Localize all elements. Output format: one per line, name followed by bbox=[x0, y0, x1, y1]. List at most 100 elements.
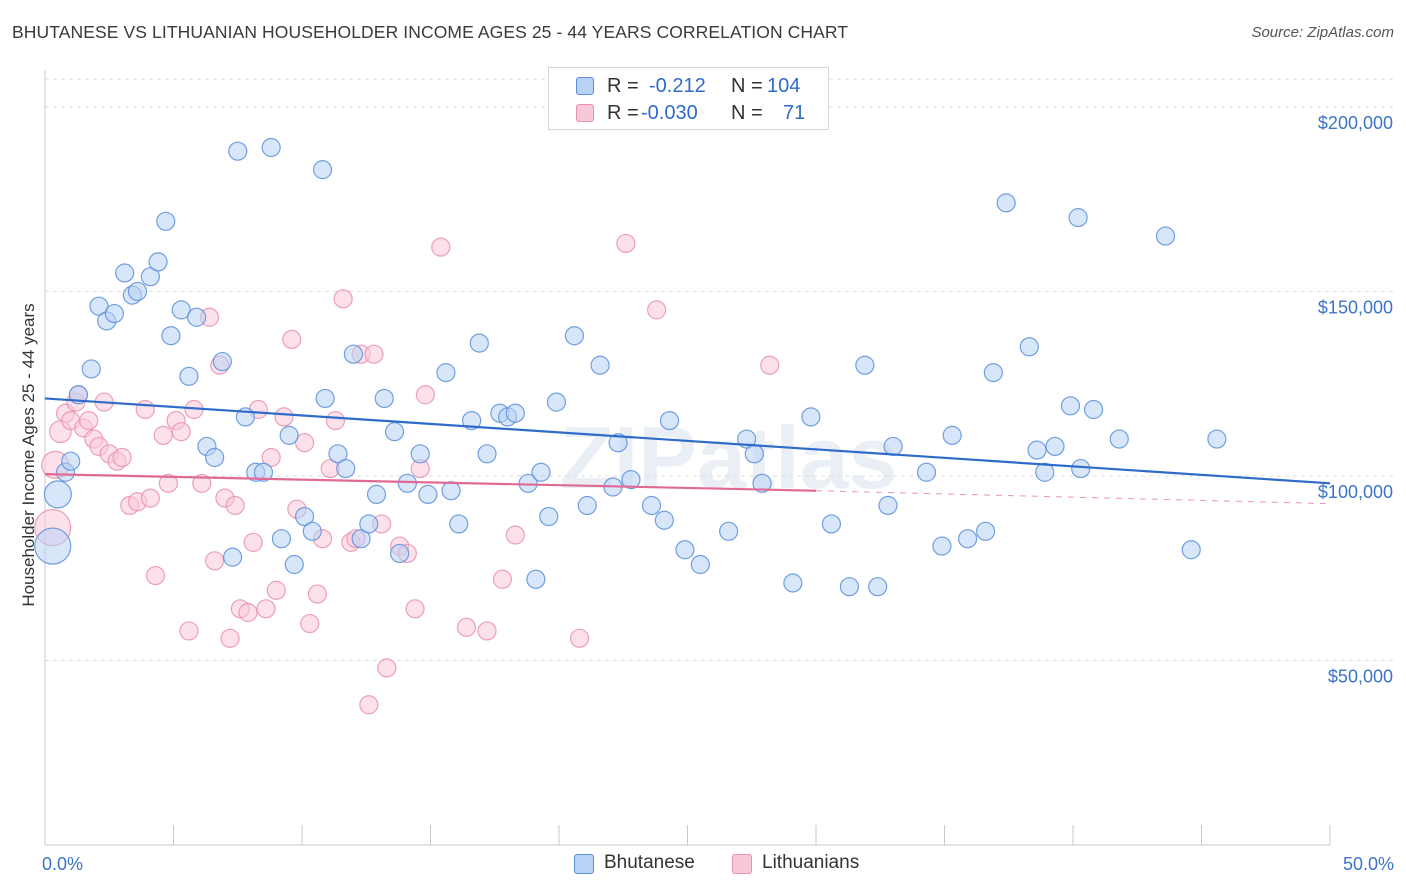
bhutanese-point bbox=[546, 392, 567, 412]
bhutanese-point bbox=[449, 514, 469, 534]
bhutanese-point bbox=[366, 484, 387, 505]
bhutanese-point bbox=[996, 193, 1016, 213]
bhutanese-point bbox=[43, 480, 72, 509]
bhutanese-point bbox=[1045, 436, 1065, 457]
bhutanese-point bbox=[577, 495, 597, 516]
y-axis-label: Householder Income Ages 25 - 44 years bbox=[19, 303, 38, 606]
bhutanese-point bbox=[1019, 337, 1039, 357]
bhutanese-point bbox=[89, 296, 109, 316]
bhutanese-point bbox=[61, 451, 81, 471]
bhutanese-point bbox=[302, 521, 322, 541]
trend-lines bbox=[44, 397, 1331, 505]
bhutanese-point bbox=[942, 425, 962, 445]
bhutanese-point bbox=[171, 300, 191, 320]
bhutanese-points bbox=[34, 137, 1227, 597]
lithuanians-point bbox=[158, 473, 178, 493]
bhutanese-point bbox=[1071, 458, 1091, 479]
lithuanians-point bbox=[153, 425, 173, 445]
lithuanians-point bbox=[140, 488, 160, 508]
bhutanese-point bbox=[374, 388, 394, 409]
gridlines bbox=[45, 78, 1394, 661]
lithuanians-point bbox=[333, 289, 353, 309]
bhutanese-point bbox=[1068, 208, 1088, 228]
bhutanese-point bbox=[1035, 462, 1055, 482]
bhutanese-point bbox=[641, 495, 662, 516]
bhutanese-point bbox=[983, 363, 1003, 383]
bhutanese-point bbox=[621, 470, 641, 490]
lithuanians-point bbox=[135, 399, 155, 420]
bhutanese-point bbox=[1027, 440, 1047, 460]
lithuanians-point bbox=[192, 473, 212, 493]
bhutanese-point bbox=[654, 510, 674, 530]
lithuanians-point bbox=[205, 551, 225, 571]
lithuanians-point bbox=[238, 602, 258, 623]
correlation-legend: R = -0.212 N = 104 R = -0.030 N = 71 bbox=[548, 67, 829, 130]
bhutanese-point bbox=[878, 495, 898, 516]
bhutanese-point bbox=[976, 521, 996, 541]
lithuanians-trend-line bbox=[44, 473, 817, 492]
legend-row-bhutanese: R = -0.212 N = 104 bbox=[549, 74, 828, 100]
bhutanese-point bbox=[148, 252, 168, 272]
bhutanese-point bbox=[284, 554, 304, 575]
bhutanese-point bbox=[104, 303, 124, 324]
bhutanese-point bbox=[81, 359, 101, 379]
bhutanese-point bbox=[690, 554, 710, 575]
bhutanese-point bbox=[418, 484, 438, 505]
bhutanese-point bbox=[539, 506, 559, 527]
lithuanians-point bbox=[364, 344, 384, 364]
bhutanese-point bbox=[1083, 399, 1104, 420]
bhutanese-point bbox=[390, 543, 410, 564]
lithuanians-point bbox=[171, 422, 191, 442]
pink-swatch bbox=[576, 104, 594, 122]
bhutanese-point bbox=[1181, 540, 1201, 560]
chart-title: BHUTANESE VS LITHUANIAN HOUSEHOLDER INCO… bbox=[12, 22, 849, 42]
bhutanese-point bbox=[1207, 429, 1227, 449]
bhutanese-point bbox=[127, 281, 148, 302]
lithuanians-point bbox=[256, 599, 276, 619]
bhutanese-point bbox=[916, 462, 937, 482]
bhutanese-point bbox=[1060, 396, 1081, 416]
lithuanians-point bbox=[294, 433, 315, 453]
bhutanese-point bbox=[359, 514, 379, 534]
bhutanese-point bbox=[801, 407, 821, 427]
bhutanese-point bbox=[315, 388, 335, 409]
bhutanese-point bbox=[279, 425, 299, 445]
r-value: -0.212 bbox=[649, 75, 706, 97]
blue-swatch bbox=[574, 854, 594, 874]
bhutanese-point bbox=[531, 462, 551, 482]
bhutanese-point bbox=[477, 444, 497, 464]
bhutanese-point bbox=[883, 436, 903, 457]
lithuanians-trend-extension bbox=[815, 490, 1331, 505]
bhutanese-point bbox=[1155, 226, 1176, 246]
lithuanians-point bbox=[274, 407, 294, 427]
lithuanians-point bbox=[225, 495, 245, 516]
bhutanese-point bbox=[958, 529, 978, 549]
bhutanese-point bbox=[608, 433, 628, 453]
bhutanese-point bbox=[343, 344, 363, 364]
bhutanese-point bbox=[719, 521, 739, 541]
lithuanians-point bbox=[220, 628, 240, 648]
y-tick-label: $50,000 bbox=[1328, 666, 1393, 686]
y-tick-label: $100,000 bbox=[1318, 482, 1393, 502]
n-label: N = bbox=[731, 75, 763, 97]
r-label: R = bbox=[607, 75, 639, 97]
bhutanese-point bbox=[462, 410, 482, 431]
lithuanians-point bbox=[266, 580, 286, 600]
bhutanese-trend-line bbox=[44, 397, 1331, 485]
bhutanese-point bbox=[783, 573, 803, 593]
bhutanese-point bbox=[505, 403, 525, 423]
lithuanians-point bbox=[307, 584, 328, 604]
bhutanese-point bbox=[351, 529, 371, 549]
lithuanians-point bbox=[300, 613, 320, 634]
y-tick-label: $150,000 bbox=[1318, 297, 1393, 317]
bhutanese-point bbox=[410, 444, 430, 464]
n-value: 71 bbox=[783, 102, 806, 124]
bhutanese-point bbox=[932, 536, 952, 556]
legend-label: Lithuanians bbox=[762, 852, 860, 873]
bhutanese-point bbox=[261, 137, 281, 158]
bhutanese-point bbox=[659, 410, 680, 431]
bhutanese-point bbox=[868, 577, 888, 597]
bhutanese-point bbox=[436, 363, 456, 383]
bhutanese-point bbox=[212, 351, 232, 372]
bhutanese-point bbox=[223, 547, 243, 567]
